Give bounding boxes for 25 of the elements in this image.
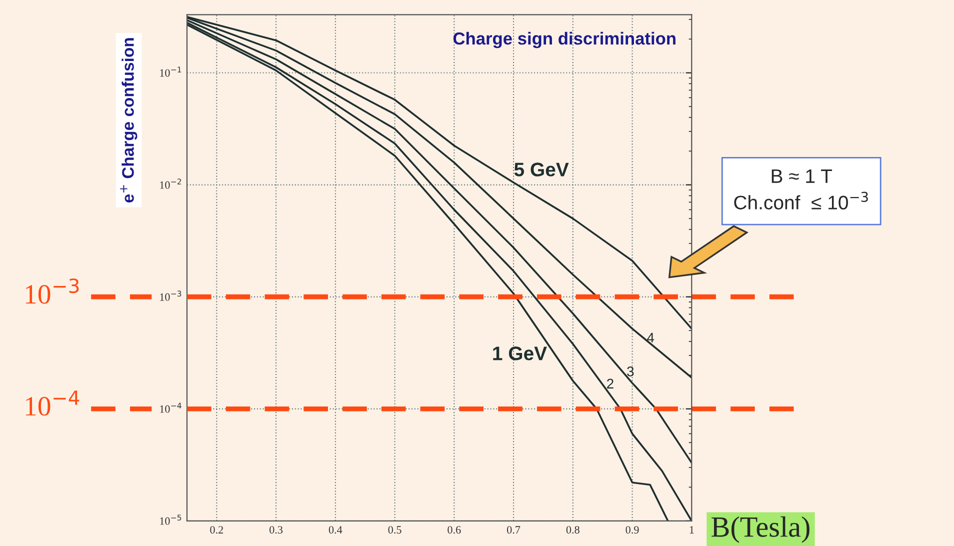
ref-line-label: 10$^{−4}$ bbox=[26, 390, 80, 416]
series-label: 2 bbox=[607, 378, 614, 388]
y-tick-label: 10$^{−3}$ bbox=[160, 290, 182, 301]
ref-line-label: 10$^{−3}$ bbox=[26, 278, 79, 304]
text: B ≈ 1 T Ch.conf ≤ 10$^{−3}$ bbox=[734, 169, 868, 210]
series-label: 5 GeV bbox=[514, 162, 569, 176]
series-label: 1 GeV bbox=[493, 346, 547, 360]
y-tick-label: 10$^{−5}$ bbox=[160, 514, 182, 525]
y-tick-label: 10$^{−2}$ bbox=[160, 178, 182, 189]
y-axis-title: e$^{+}$ Charge confusion bbox=[120, 38, 138, 202]
x-tick-label: 0.6 bbox=[448, 526, 461, 534]
text: Charge sign discrimination bbox=[453, 32, 676, 48]
x-tick-label: 0.9 bbox=[626, 526, 639, 534]
y-tick-label: 10$^{−4}$ bbox=[160, 402, 182, 413]
x-tick-label: 0.3 bbox=[270, 526, 283, 534]
x-axis-title: B(Tesla) bbox=[712, 516, 810, 543]
y-tick-label: 10$^{−1}$ bbox=[160, 66, 182, 77]
x-tick-label: 0.7 bbox=[507, 526, 520, 534]
x-tick-label: 0.4 bbox=[328, 526, 342, 534]
series-label: 3 bbox=[627, 366, 634, 376]
series-label: 4 bbox=[647, 332, 654, 342]
x-tick-label: 0.2 bbox=[210, 526, 223, 534]
x-tick-label: 0.5 bbox=[388, 526, 402, 534]
x-tick-label: 0.8 bbox=[566, 526, 580, 534]
x-tick-label: 1 bbox=[690, 526, 694, 534]
